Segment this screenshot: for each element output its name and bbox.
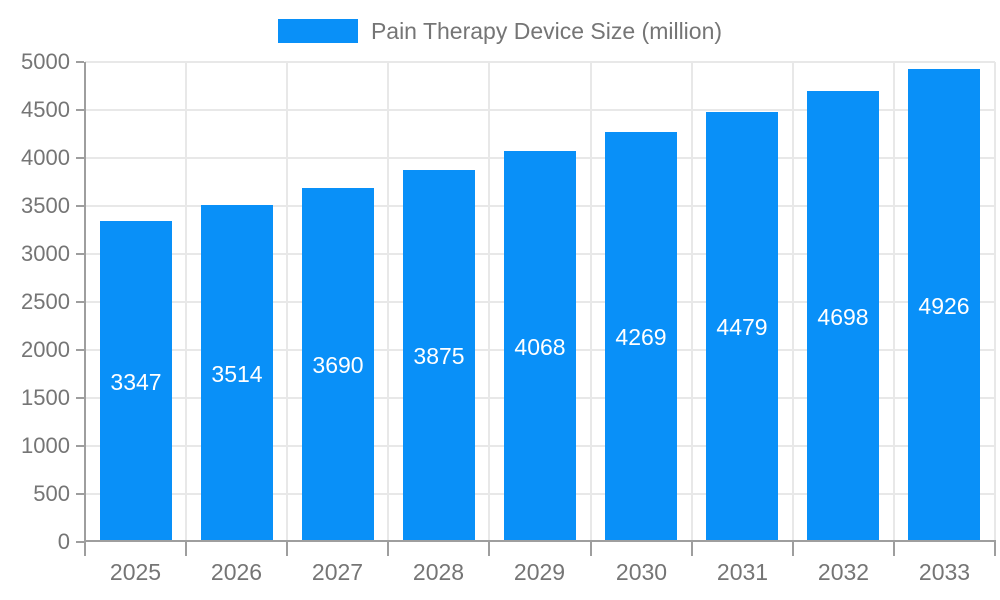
- bar-value-label: 4479: [716, 314, 768, 340]
- x-axis-category-label: 2028: [412, 559, 465, 585]
- y-axis-tick-label: 2000: [21, 337, 70, 362]
- x-axis-tick: [590, 540, 592, 556]
- bar[interactable]: 3514: [201, 205, 273, 542]
- x-axis-category-label: 2030: [615, 559, 668, 585]
- y-axis-tick-label: 3000: [21, 241, 70, 266]
- y-axis-tick-label: 4500: [21, 97, 70, 122]
- x-axis-tick: [792, 540, 794, 556]
- y-axis-tick-label: 1500: [21, 385, 70, 410]
- y-axis-tick-label: 4000: [21, 145, 70, 170]
- y-axis-tick-label: 1000: [21, 433, 70, 458]
- y-axis-tick: [76, 205, 84, 207]
- y-axis-tick: [76, 397, 84, 399]
- bar-value-label: 4269: [615, 324, 667, 350]
- legend-swatch: [277, 19, 358, 43]
- bar[interactable]: 3347: [100, 221, 172, 542]
- y-axis-tick-label: 2500: [21, 289, 70, 314]
- bar[interactable]: 3690: [302, 188, 374, 542]
- gridline-vertical: [185, 62, 187, 542]
- gridline-vertical: [590, 62, 592, 542]
- x-axis-tick: [691, 540, 693, 556]
- gridline-vertical: [691, 62, 693, 542]
- x-axis-category-label: 2032: [817, 559, 870, 585]
- y-axis-tick-label: 3500: [21, 193, 70, 218]
- y-axis-tick: [76, 541, 84, 543]
- y-axis-tick: [76, 109, 84, 111]
- y-axis-tick: [76, 61, 84, 63]
- y-axis-tick: [76, 493, 84, 495]
- bar-value-label: 4926: [918, 292, 970, 319]
- y-axis-tick: [76, 301, 84, 303]
- bar[interactable]: 3875: [403, 170, 475, 542]
- y-axis-line: [84, 62, 86, 542]
- x-axis-tick: [488, 540, 490, 556]
- y-axis-tick-label: 0: [57, 529, 70, 554]
- x-axis-tick: [387, 540, 389, 556]
- x-axis-category-label: 2029: [513, 559, 566, 585]
- y-axis-tick-label: 500: [33, 481, 70, 506]
- legend-item[interactable]: Pain Therapy Device Size (million): [277, 18, 723, 44]
- gridline-horizontal: [85, 109, 995, 111]
- y-axis-tick: [76, 445, 84, 447]
- legend: Pain Therapy Device Size (million): [0, 19, 1000, 43]
- x-axis-category-label: 2026: [210, 559, 263, 585]
- gridline-vertical: [387, 62, 389, 542]
- bar[interactable]: 4926: [908, 69, 980, 542]
- bar-value-label: 3514: [211, 360, 263, 387]
- y-axis-tick: [76, 349, 84, 351]
- x-axis-tick: [994, 540, 996, 556]
- y-axis-tick: [76, 253, 84, 255]
- gridline-vertical: [893, 62, 895, 542]
- bar[interactable]: 4479: [706, 112, 778, 542]
- gridline-horizontal: [85, 61, 995, 63]
- gridline-vertical: [792, 62, 794, 542]
- x-axis-category-label: 2025: [109, 559, 162, 585]
- x-axis-line: [84, 540, 996, 542]
- gridline-vertical: [286, 62, 288, 542]
- x-axis-category-label: 2033: [918, 559, 971, 585]
- gridline-vertical: [994, 62, 996, 542]
- x-axis-category-label: 2031: [716, 559, 769, 585]
- x-axis-tick: [84, 540, 86, 556]
- y-axis-tick: [76, 157, 84, 159]
- gridline-vertical: [488, 62, 490, 542]
- bar[interactable]: 4269: [605, 132, 677, 542]
- x-axis-tick: [286, 540, 288, 556]
- bar-value-label: 4698: [817, 303, 869, 330]
- bar-value-label: 4068: [514, 333, 566, 360]
- legend-label: Pain Therapy Device Size (million): [370, 18, 723, 44]
- bar-value-label: 3347: [110, 368, 162, 395]
- x-axis-tick: [893, 540, 895, 556]
- x-axis-tick: [185, 540, 187, 556]
- x-axis-category-label: 2027: [311, 559, 364, 585]
- bar-value-label: 3875: [413, 343, 465, 369]
- bar[interactable]: 4068: [504, 151, 576, 542]
- bar[interactable]: 4698: [807, 91, 879, 542]
- y-axis-tick-label: 5000: [21, 49, 70, 74]
- bar-value-label: 3690: [312, 352, 364, 378]
